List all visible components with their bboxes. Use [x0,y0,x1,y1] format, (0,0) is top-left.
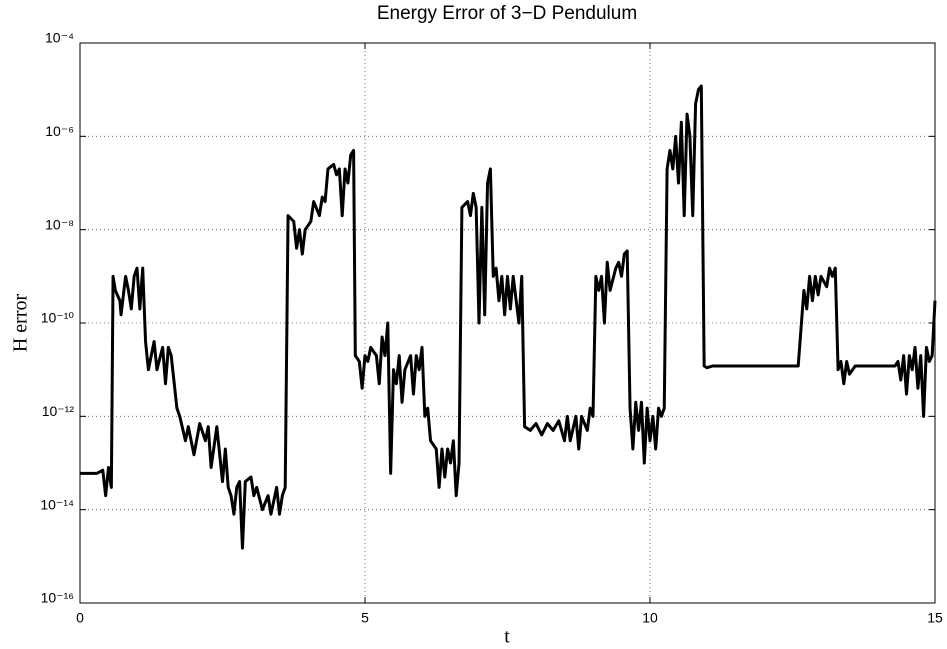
x-tick-label: 5 [361,610,369,626]
y-tick-label: 10⁻⁸ [45,216,74,232]
x-tick-label: 0 [76,610,84,626]
y-tick-label: 10⁻¹⁶ [41,590,74,606]
y-tick-label: 10⁻⁴ [45,30,74,46]
y-tick-label: 10⁻¹⁰ [41,310,75,326]
y-tick-label: 10⁻¹⁴ [40,496,74,512]
y-axis-label: H error [10,294,32,353]
data-line [80,84,937,550]
x-axis-label: t [504,626,510,648]
y-tick-label: 10⁻⁶ [45,123,74,139]
chart-title: Energy Error of 3−D Pendulum [377,3,637,24]
x-tick-label: 15 [927,610,943,626]
y-tick-label: 10⁻¹² [42,403,75,419]
x-tick-label: 10 [642,610,658,626]
